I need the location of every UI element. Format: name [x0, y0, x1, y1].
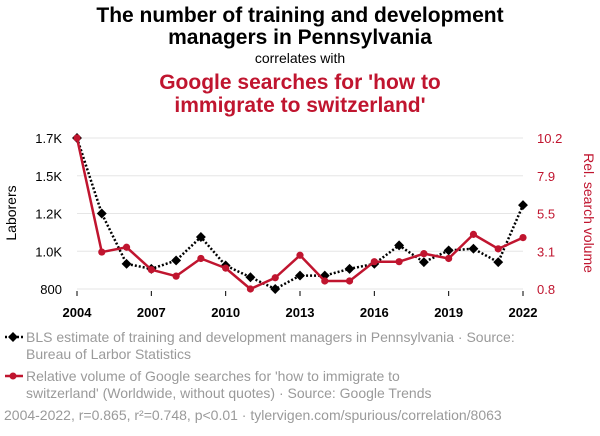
right-tick-label: 3.1 — [537, 244, 555, 259]
correlates-with-text: correlates with — [254, 50, 346, 66]
point-search-volume — [370, 258, 378, 266]
right-tick-label: 5.5 — [537, 207, 555, 222]
chart-plot: 800 1.0K 1.2K 1.5K 1.7K 0.8 3.1 5.5 7.9 10.2 200… — [3, 131, 597, 320]
point-laborers — [418, 257, 429, 268]
chart-subtitle-line-2: immigrate to switzerland' — [174, 94, 426, 117]
x-axis-ticks: 2004 2007 2010 2013 2016 2019 2022 — [63, 291, 538, 320]
point-laborers — [295, 270, 305, 281]
x-tick-label: 2010 — [211, 305, 240, 320]
point-laborers — [171, 255, 182, 266]
point-search-volume — [494, 245, 502, 253]
point-laborers — [121, 258, 132, 269]
x-tick-label: 2013 — [286, 305, 315, 320]
legend-item-search-volume: Relative volume of Google searches for '… — [4, 368, 596, 402]
left-tick-label: 1.7K — [35, 131, 62, 146]
point-search-volume — [519, 233, 527, 242]
point-search-volume — [222, 264, 230, 272]
point-search-volume — [321, 277, 329, 285]
point-laborers — [493, 257, 504, 268]
right-axis-ticks: 0.8 3.1 5.5 7.9 10.2 — [537, 131, 562, 297]
point-search-volume — [73, 134, 81, 142]
point-laborers — [344, 263, 355, 274]
point-search-volume — [420, 250, 428, 258]
point-laborers — [443, 245, 454, 256]
point-search-volume — [197, 254, 205, 263]
right-axis-label: Rel. search volume — [581, 153, 597, 273]
point-search-volume — [122, 243, 131, 251]
point-search-volume — [345, 277, 354, 285]
point-search-volume — [445, 254, 453, 263]
x-tick-label: 2019 — [434, 305, 463, 320]
left-tick-label: 1.5K — [35, 169, 62, 184]
point-laborers — [245, 272, 256, 283]
right-tick-label: 7.9 — [537, 169, 555, 184]
left-tick-label: 800 — [40, 282, 62, 297]
left-axis-label: Laborers — [3, 185, 19, 240]
legend-text-laborers-1: BLS estimate of training and development… — [26, 329, 515, 345]
point-search-volume — [395, 258, 403, 266]
series-search-volume — [73, 134, 527, 293]
left-tick-label: 1.0K — [35, 244, 62, 259]
point-search-volume — [98, 248, 106, 256]
left-axis-ticks: 800 1.0K 1.2K 1.5K 1.7K — [35, 131, 62, 297]
legend-text-search-1: Relative volume of Google searches for '… — [26, 368, 400, 384]
point-search-volume — [469, 230, 478, 238]
chart-subtitle-line-1: Google searches for 'how to — [159, 71, 441, 94]
point-search-volume — [172, 272, 180, 280]
point-laborers — [96, 208, 107, 219]
point-laborers — [270, 284, 281, 294]
point-laborers — [518, 200, 528, 211]
chart-title-line-1: The number of training and development — [96, 4, 504, 27]
chart-title-line-2: managers in Pennsylvania — [168, 26, 432, 49]
point-search-volume — [246, 285, 255, 293]
legend-text-laborers-2: Bureau of Larbor Statistics — [26, 346, 191, 362]
footer-source: 2004-2022, r=0.865, r²=0.748, p<0.01 · t… — [4, 407, 502, 423]
x-tick-label: 2022 — [509, 305, 538, 320]
right-tick-label: 0.8 — [537, 282, 555, 297]
legend-item-laborers: BLS estimate of training and development… — [4, 329, 596, 363]
x-tick-label: 2016 — [360, 305, 389, 320]
point-search-volume — [296, 251, 304, 259]
point-search-volume — [147, 266, 155, 274]
legend-swatch-dotted-black — [5, 332, 23, 342]
x-tick-label: 2004 — [63, 305, 93, 320]
legend-text-search-2: switzerland' (Worldwide, without quotes)… — [26, 385, 432, 401]
right-tick-label: 10.2 — [537, 131, 562, 146]
point-laborers — [195, 232, 206, 242]
legend-swatch-solid-red — [5, 372, 23, 380]
x-tick-label: 2007 — [137, 305, 166, 320]
left-tick-label: 1.2K — [35, 207, 62, 222]
point-laborers — [468, 243, 479, 254]
point-search-volume — [271, 274, 279, 282]
point-laborers — [394, 240, 405, 251]
